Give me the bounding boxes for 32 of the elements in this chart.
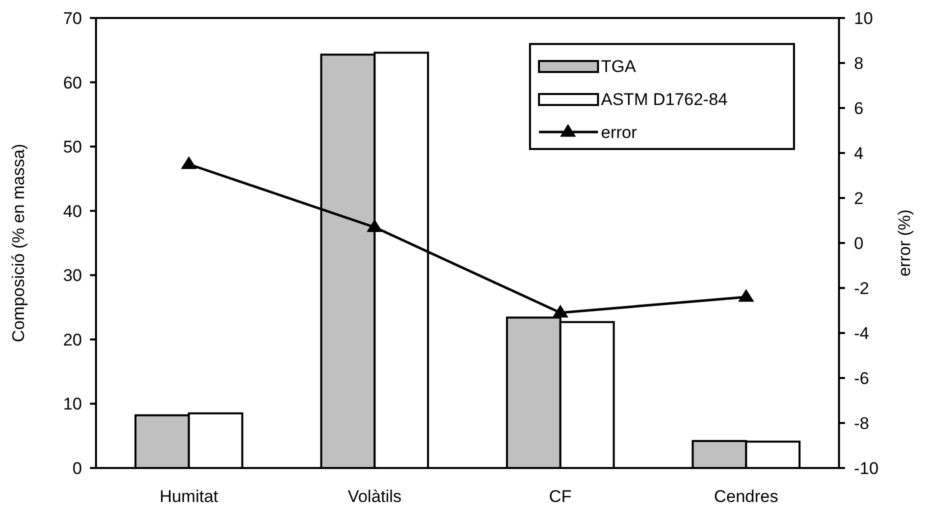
y2-tick-label: 2	[854, 189, 864, 208]
x-tick-label: CF	[549, 487, 572, 506]
y2-axis-title: error (%)	[895, 209, 914, 277]
y2-tick-label: 0	[854, 234, 864, 253]
x-tick-label: Humitat	[160, 487, 218, 506]
y-tick-label: 70	[63, 9, 82, 28]
point	[738, 289, 754, 302]
legend-label: TGA	[601, 57, 637, 76]
y2-tick-label: -2	[854, 279, 870, 298]
legend-label: ASTM D1762-84	[601, 90, 728, 109]
y2-tick-label: 10	[854, 9, 873, 28]
y-tick-label: 30	[63, 266, 82, 286]
y2-tick-label: -8	[854, 414, 870, 433]
x-tick-label: Cendres	[714, 487, 778, 506]
y2-tick-label: -6	[854, 369, 870, 388]
y2-tick-label: 8	[854, 54, 864, 73]
y2-tick-label: 4	[854, 144, 864, 163]
y2-tick-label: -4	[854, 324, 870, 343]
y-tick-label: 20	[63, 330, 82, 350]
x-tick-label: Volàtils	[348, 487, 402, 506]
y-tick-label: 50	[63, 138, 82, 157]
y2-tick-label: 6	[854, 99, 864, 118]
y-tick-label: 60	[63, 73, 82, 92]
y-tick-label: 0	[72, 459, 82, 478]
y-tick-label: 40	[63, 202, 82, 221]
point	[180, 156, 197, 170]
point	[552, 304, 568, 318]
y-axis-title: Composició (% en massa)	[9, 144, 28, 342]
legend-label: error	[601, 123, 638, 142]
point	[366, 219, 383, 232]
y2-tick-label: -10	[854, 459, 879, 478]
y-tick-label: 10	[63, 394, 82, 414]
